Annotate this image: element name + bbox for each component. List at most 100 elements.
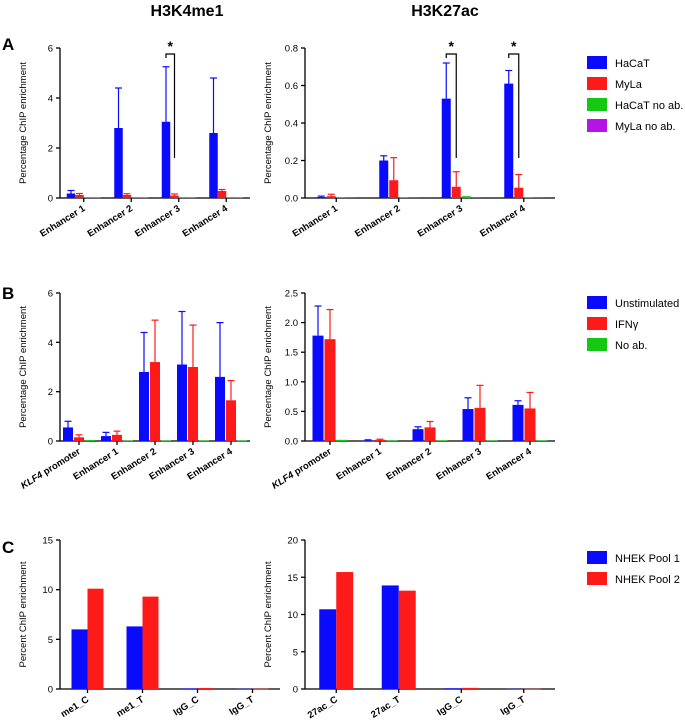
bar-myla	[326, 196, 336, 198]
bar-myla	[217, 191, 227, 198]
bar-myla	[389, 180, 399, 198]
bar-unstimulated	[312, 335, 324, 441]
y-tick-label: 0.6	[285, 81, 298, 92]
y-tick-label: 4	[48, 338, 53, 349]
x-tick-label: Enhancer 1	[291, 203, 341, 240]
bar-myla-no-ab-	[234, 197, 244, 199]
bar-nhek-pool-1	[381, 585, 399, 689]
y-tick-label: 6	[48, 44, 53, 55]
bar-hacat-no-ab-	[83, 197, 93, 198]
bar-unstimulated	[215, 376, 225, 441]
x-tick-label: IgG_T	[227, 694, 256, 718]
y-tick-label: 5	[48, 635, 53, 646]
bar-nhek-pool-2	[398, 590, 416, 689]
legend-swatch	[587, 572, 607, 585]
bar-hacat-no-ab-	[178, 197, 188, 198]
bar-myla-no-ab-	[187, 197, 196, 199]
x-tick-label: Enhancer 3	[416, 203, 465, 239]
legend-swatch	[587, 551, 607, 564]
bar-ifn-	[112, 434, 122, 441]
y-tick-label: 6	[48, 289, 53, 300]
y-axis-label: Percentage ChIP enrichment	[18, 306, 29, 428]
column-title-h3k27ac: H3K27ac	[411, 3, 479, 20]
x-tick-label: KLF4 promoter	[19, 446, 83, 492]
y-axis-label: Percent ChIP enrichment	[18, 561, 29, 667]
x-tick-label: Enhancer 2	[384, 446, 433, 482]
legend-swatch	[587, 77, 607, 90]
bar-unstimulated	[139, 371, 149, 441]
bar-nhek-pool-1	[506, 688, 524, 690]
bar-hacat	[379, 160, 389, 198]
y-axis-label: Percent ChIP enrichment	[263, 561, 274, 667]
y-tick-label: 10	[287, 610, 298, 621]
bar-hacat	[66, 193, 76, 198]
significance-star: *	[511, 38, 517, 54]
legend-label: HaCaT	[615, 58, 650, 70]
bar-ifn-	[374, 439, 386, 441]
legend-panel-a: HaCaT MyLa HaCaT no ab. MyLa no ab.	[587, 56, 683, 133]
bar-ifn-	[474, 407, 486, 441]
bar-unstimulated	[512, 404, 524, 441]
significance-star: *	[168, 38, 174, 54]
x-tick-label: KLF4 promoter	[270, 446, 334, 492]
bar-no-ab-	[536, 440, 548, 442]
bar-unstimulated	[63, 427, 73, 441]
legend-label: NHEK Pool 2	[615, 574, 680, 586]
legend-panel-b: Unstimulated IFNγ No ab.	[587, 296, 679, 352]
legend-label: IFNγ	[615, 319, 639, 331]
bar-myla-no-ab-	[471, 197, 481, 198]
bar-myla	[451, 186, 461, 198]
significance-bracket	[445, 53, 457, 158]
bar-no-ab-	[237, 440, 247, 442]
y-tick-label: 20	[287, 536, 298, 547]
bar-nhek-pool-1	[236, 688, 253, 690]
legend-swatch	[587, 98, 607, 111]
x-tick-label: IgG_C	[435, 694, 465, 718]
x-tick-label: Enhancer 1	[334, 446, 384, 483]
bar-no-ab-	[336, 439, 348, 441]
bar-ifn-	[150, 362, 160, 441]
bar-hacat-no-ab-	[524, 197, 534, 198]
legend-swatch	[587, 296, 607, 309]
y-tick-label: 0	[48, 194, 53, 205]
x-tick-label: 27ac_C	[306, 694, 340, 721]
y-tick-label: 0.0	[285, 194, 298, 205]
legend-label: MyLa	[615, 79, 643, 91]
y-axis-label: Percentage ChIP enrichment	[263, 306, 274, 428]
bar-myla	[170, 195, 179, 198]
legend-label: NHEK Pool 1	[615, 553, 680, 565]
bar-nhek-pool-2	[523, 688, 541, 690]
bar-no-ab-	[85, 440, 95, 441]
bar-nhek-pool-2	[87, 588, 104, 689]
bar-hacat-no-ab-	[226, 197, 235, 198]
bar-hacat	[161, 121, 171, 198]
y-tick-label: 0	[48, 437, 53, 448]
legends-layer: HaCaT MyLa HaCaT no ab. MyLa no ab. Unstimul…	[587, 56, 683, 586]
legend-swatch	[587, 317, 607, 330]
bar-hacat-no-ab-	[399, 197, 409, 198]
column-title-h3k4me1: H3K4me1	[151, 3, 224, 20]
chart-C-left: 0 5 10 15 Percent ChIP enrichment me1_C me1_T I…	[18, 536, 280, 720]
y-tick-label: 15	[42, 536, 53, 547]
x-tick-label: Enhancer 4	[181, 203, 231, 240]
bar-hacat-no-ab-	[131, 197, 140, 198]
bar-myla	[514, 187, 524, 198]
y-tick-label: 0.2	[285, 156, 298, 167]
bar-unstimulated	[177, 364, 187, 441]
legend-label: Unstimulated	[615, 298, 679, 310]
panel-letter-c: C	[2, 538, 14, 557]
significance-bracket	[165, 53, 176, 158]
bar-no-ab-	[436, 440, 448, 442]
y-tick-label: 0.8	[285, 44, 298, 55]
bar-nhek-pool-1	[71, 629, 88, 689]
y-tick-label: 0.5	[285, 407, 298, 418]
bar-myla-no-ab-	[409, 197, 419, 198]
bar-ifn-	[188, 367, 198, 441]
y-axis-label: Percentage ChIP enrichment	[18, 62, 29, 184]
y-tick-label: 1.0	[285, 377, 298, 388]
bar-no-ab-	[199, 440, 209, 442]
bar-no-ab-	[486, 440, 498, 442]
charts-layer: 0 2 4 6 Percentage ChIP enrichment Enhancer 1…	[18, 38, 555, 721]
y-tick-label: 2.5	[285, 289, 298, 300]
bar-unstimulated	[462, 409, 474, 441]
